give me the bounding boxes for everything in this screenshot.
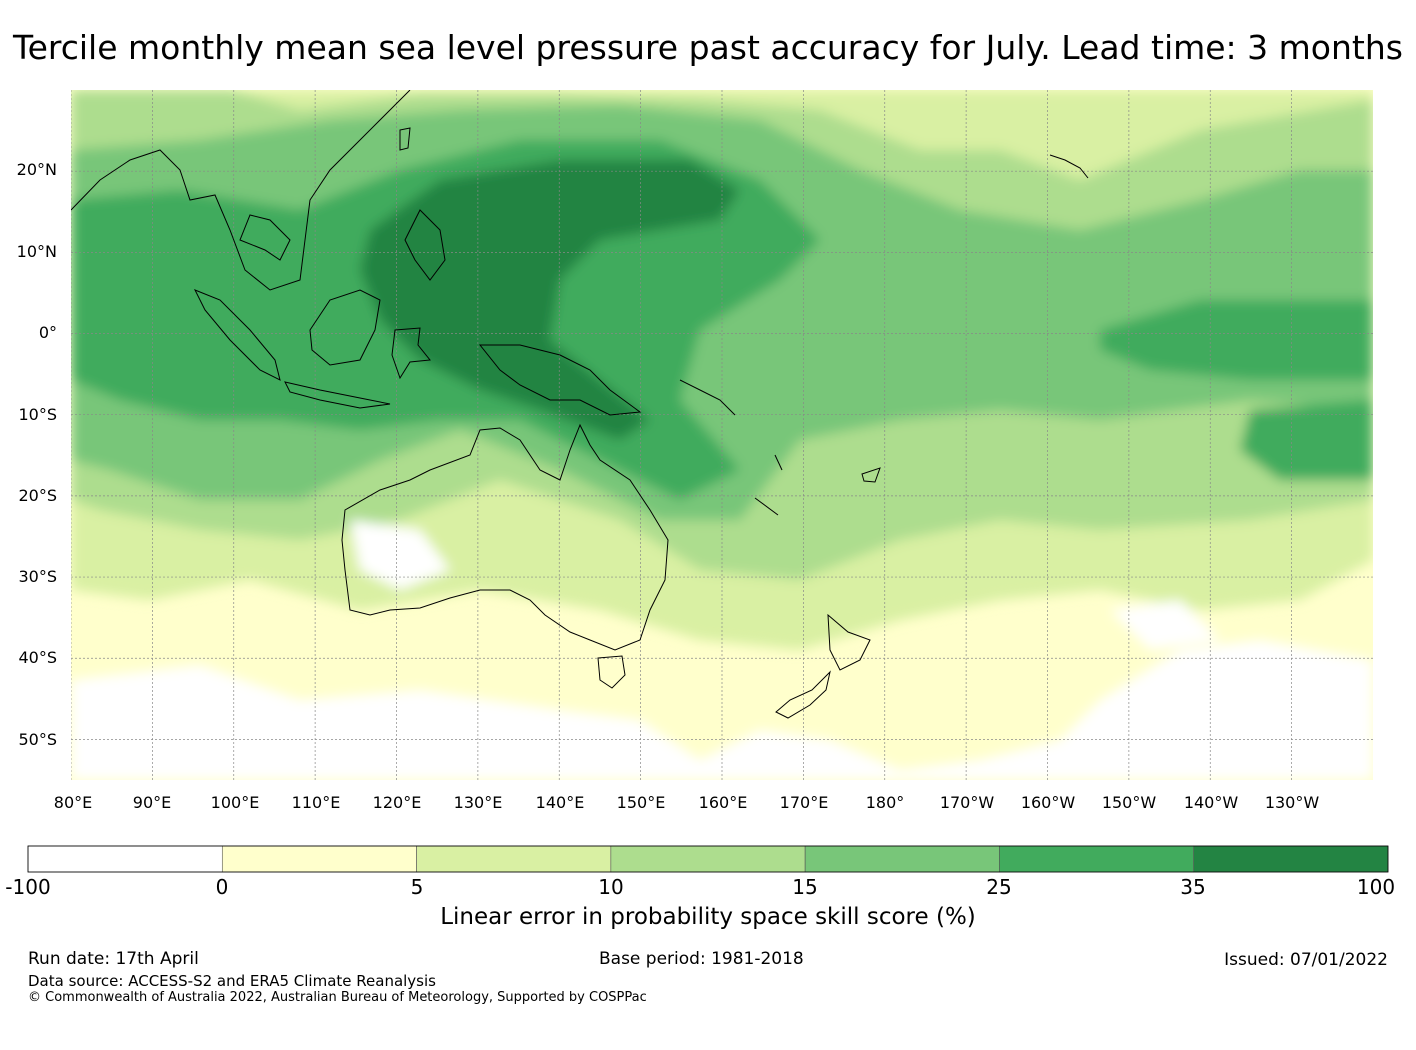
indochina-coastline — [239, 214, 291, 261]
hawaii — [1049, 154, 1089, 179]
new-zealand-north-coastline — [827, 613, 871, 671]
vanuatu — [774, 454, 783, 471]
issued-date: Issued: 07/01/2022 — [1224, 950, 1388, 970]
lon-label-100e: 100°E — [210, 793, 260, 812]
lat-label-50s: 50°S — [18, 730, 57, 749]
run-date: Run date: 17th April — [28, 949, 199, 969]
lon-label-180: 180° — [865, 793, 905, 812]
lon-label-130w: 130°W — [1264, 793, 1320, 812]
colorbar-segment — [610, 845, 806, 873]
chart-title: Tercile monthly mean sea level pressure … — [13, 28, 1403, 67]
lon-label-140e: 140°E — [535, 793, 585, 812]
solomon-islands — [679, 379, 736, 416]
new-guinea-coastline — [478, 344, 642, 416]
lon-label-170e: 170°E — [779, 793, 829, 812]
colorbar-segment — [804, 845, 1000, 873]
lon-label-150w: 150°W — [1101, 793, 1157, 812]
lat-label-20s: 20°S — [18, 486, 57, 505]
colorbar — [27, 845, 1389, 873]
skill-region-negative-2 — [350, 520, 450, 590]
colorbar-segment — [27, 845, 223, 873]
lon-label-110e: 110°E — [291, 793, 341, 812]
lon-label-130e: 130°E — [453, 793, 503, 812]
base-period: Base period: 1981-2018 — [599, 949, 804, 969]
colorbar-tick-10: 10 — [598, 875, 624, 899]
taiwan-coastline — [399, 127, 411, 151]
philippines-coastline — [404, 209, 446, 281]
map-area — [71, 90, 1373, 780]
lat-label-0: 0° — [38, 323, 57, 342]
sumatra-coastline — [193, 289, 281, 381]
skill-region-negative-3 — [1110, 600, 1220, 650]
java-coastline — [284, 381, 391, 409]
lat-label-20n: 20°N — [16, 160, 57, 179]
colorbar-tick-25: 25 — [986, 875, 1012, 899]
colorbar-tick-100: 100 — [1356, 875, 1396, 899]
lon-label-160w: 160°W — [1020, 793, 1076, 812]
fiji — [861, 467, 881, 483]
borneo-coastline — [309, 289, 381, 366]
lat-label-10n: 10°N — [16, 242, 57, 261]
colorbar-segment — [999, 845, 1195, 873]
copyright: © Commonwealth of Australia 2022, Austra… — [28, 990, 647, 1005]
tasmania-coastline — [597, 655, 626, 689]
data-source: Data source: ACCESS-S2 and ERA5 Climate … — [28, 972, 436, 990]
lat-label-40s: 40°S — [18, 648, 57, 667]
lon-label-120e: 120°E — [372, 793, 422, 812]
lon-label-160e: 160°E — [698, 793, 748, 812]
colorbar-segment — [416, 845, 612, 873]
lon-label-90e: 90°E — [132, 793, 172, 812]
colorbar-segment — [1193, 845, 1389, 873]
asia-coastline — [71, 90, 411, 291]
lat-label-30s: 30°S — [18, 567, 57, 586]
colorbar-tick-35: 35 — [1180, 875, 1206, 899]
colorbar-segment — [221, 845, 417, 873]
skill-region-negative — [71, 640, 1373, 780]
colorbar-tick-15: 15 — [792, 875, 818, 899]
lat-label-10s: 10°S — [18, 405, 57, 424]
new-caledonia — [754, 497, 779, 516]
gridlines — [71, 90, 1373, 780]
coastlines — [71, 90, 1089, 719]
colorbar-tick-0: 0 — [215, 875, 229, 899]
skill-region-35-100 — [360, 160, 740, 440]
australia-coastline — [341, 423, 669, 651]
lon-label-140w: 140°W — [1183, 793, 1239, 812]
colorbar-tick-minus100: -100 — [5, 875, 51, 899]
lon-label-170w: 170°W — [939, 793, 995, 812]
colorbar-tick-5: 5 — [410, 875, 424, 899]
sulawesi-coastline — [391, 327, 431, 380]
colorbar-border — [27, 845, 1389, 873]
colorbar-label: Linear error in probability space skill … — [440, 904, 976, 930]
new-zealand-south-coastline — [775, 670, 831, 719]
lon-label-150e: 150°E — [616, 793, 666, 812]
lon-label-80e: 80°E — [53, 793, 93, 812]
